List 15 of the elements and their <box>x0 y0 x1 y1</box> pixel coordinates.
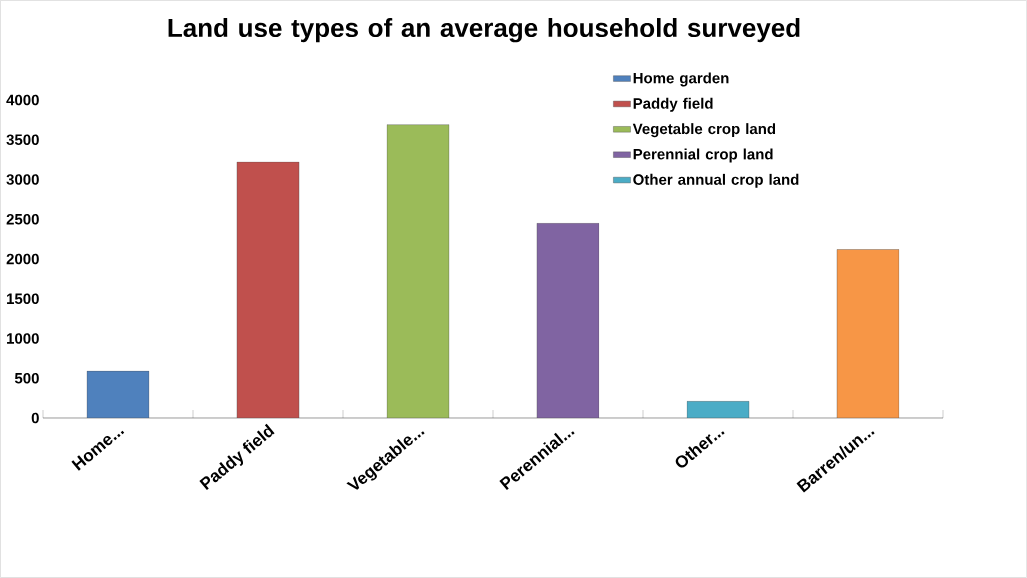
legend-label: Home garden <box>633 72 729 87</box>
y-tick-label: 2500 <box>6 213 39 225</box>
y-tick-label: 4000 <box>6 94 39 106</box>
chart-title: Land use types of an average household surveyed <box>168 18 800 43</box>
legend-label: Vegetable crop land <box>632 123 776 138</box>
legend-label: Paddy field <box>633 97 713 112</box>
y-tick-label: 3500 <box>6 134 39 146</box>
y-tick-label: 3000 <box>6 174 39 185</box>
y-tick-label: 1000 <box>7 333 39 344</box>
y-tick-label: 1500 <box>7 293 39 305</box>
legend-label: Perennial crop land <box>633 148 773 163</box>
legend-label: Other annual crop land <box>633 173 799 188</box>
y-tick-label: 0 <box>31 412 39 424</box>
y-tick-label: 2000 <box>6 253 39 265</box>
y-tick-label: 500 <box>14 372 39 384</box>
